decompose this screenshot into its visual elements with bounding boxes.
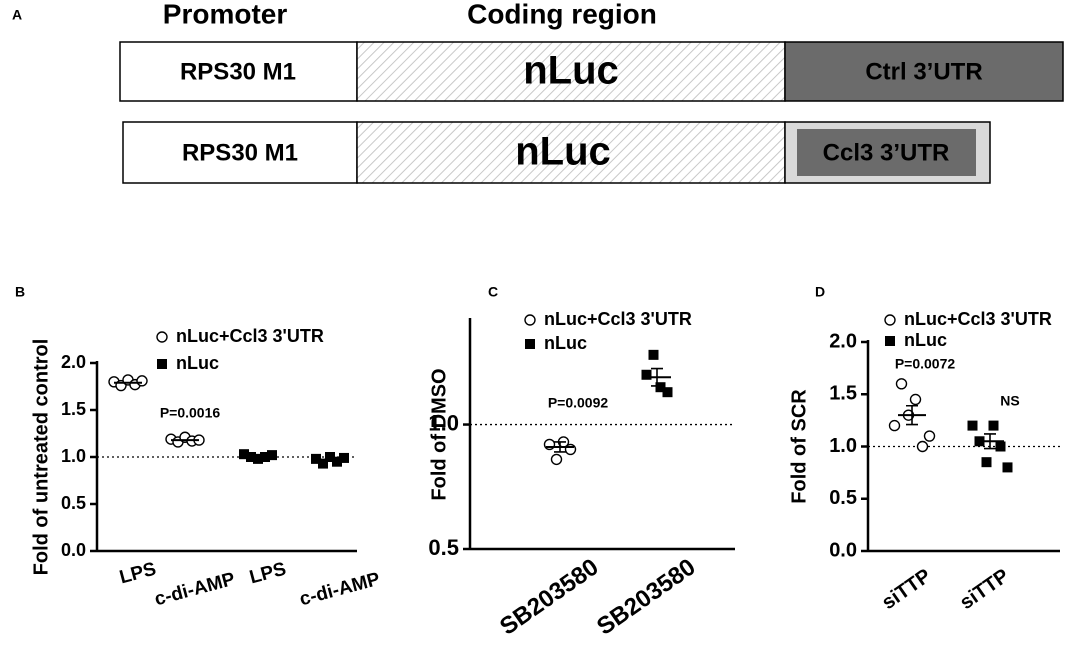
y-tick-label: 1.0: [428, 410, 459, 435]
legend-marker: [525, 339, 535, 349]
error-bar: [651, 367, 663, 387]
promoter-label: RPS30 M1: [180, 58, 296, 85]
y-tick-label: 1.5: [829, 383, 857, 405]
annotation: P=0.0092: [548, 395, 609, 411]
annotation: P=0.0016: [160, 405, 221, 421]
x-tick-label: c-di-AMP: [152, 569, 237, 611]
panel-label: C: [488, 284, 498, 300]
coding-box: [356, 121, 786, 184]
y-axis-label: Fold of untreated control: [30, 339, 52, 576]
data-point: [550, 453, 563, 466]
x-tick-label: SB203580: [592, 553, 700, 640]
data-point: [136, 375, 148, 387]
data-point: [648, 349, 659, 360]
data-point: [995, 441, 1006, 452]
utr-label: Ccl3 3’UTR: [823, 139, 950, 166]
y-tick-label: 2.0: [61, 352, 86, 372]
data-point: [909, 393, 922, 406]
y-tick-label: 1.0: [61, 446, 86, 466]
legend-marker: [885, 336, 895, 346]
annotation: NS: [1000, 393, 1019, 409]
legend-marker: [157, 359, 167, 369]
error-bar: [984, 433, 996, 450]
y-tick-label: 1.0: [829, 435, 857, 457]
legend-marker: [524, 314, 536, 326]
data-point: [339, 452, 349, 463]
legend-label: nLuc: [544, 333, 587, 353]
y-tick-label: 0.0: [61, 540, 86, 560]
error-bar: [906, 404, 918, 426]
panel-label: A: [12, 7, 22, 23]
y-tick-label: 0.5: [61, 493, 86, 513]
x-tick-label: LPS: [117, 559, 158, 589]
data-point: [253, 453, 263, 464]
data-point: [543, 438, 556, 451]
legend-label: nLuc+Ccl3 3'UTR: [904, 309, 1052, 329]
data-point: [641, 369, 652, 380]
legend-marker: [884, 314, 896, 326]
promoter-box: [122, 121, 358, 184]
legend-label: nLuc+Ccl3 3'UTR: [544, 309, 692, 329]
promoter-box: [119, 41, 358, 102]
y-tick-label: 1.5: [61, 399, 86, 419]
panel-label: D: [815, 284, 825, 300]
utr-label: Ctrl 3’UTR: [865, 58, 982, 85]
y-tick-label: 0.5: [428, 535, 459, 560]
header: Coding region: [467, 0, 657, 29]
data-point: [325, 452, 335, 462]
promoter-label: RPS30 M1: [182, 139, 298, 166]
y-tick-label: 0.0: [829, 539, 857, 561]
data-point: [923, 430, 936, 442]
coding-label: nLuc: [515, 130, 611, 174]
data-point: [564, 443, 577, 456]
x-tick-label: siTTP: [956, 565, 1013, 614]
x-tick-label: SB203580: [495, 553, 603, 640]
legend-marker: [156, 331, 168, 343]
y-tick-label: 0.5: [829, 487, 857, 509]
data-point: [655, 382, 666, 393]
y-axis-label: Fold of SCR: [788, 389, 810, 504]
chart: B Fold of untreated control 0.0 0.5 1.0 1.5 2.…: [15, 284, 383, 611]
coding-label: nLuc: [523, 49, 619, 93]
data-point: [332, 456, 342, 467]
header: Promoter: [163, 0, 288, 29]
error-bar: [554, 441, 566, 453]
annotation: P=0.0072: [895, 356, 956, 372]
legend-label: nLuc: [904, 330, 947, 350]
data-point: [239, 449, 249, 460]
x-tick-label: LPS: [247, 559, 288, 589]
y-tick-label: 2.0: [829, 330, 857, 352]
panel-label: B: [15, 284, 25, 300]
data-point: [1002, 462, 1013, 473]
data-point: [662, 387, 673, 398]
legend-label: nLuc: [176, 353, 219, 373]
chart: D Fold of SCR 0.0 0.5 1.0 1.5 2.0 siTTP siTTP nLu…: [788, 284, 1060, 614]
construct-row: RPS30 M1 nLuc Ctrl 3’UTR: [119, 41, 1064, 102]
data-point: [888, 419, 901, 432]
utr-box: [784, 41, 1064, 102]
construct-row: RPS30 M1 nLuc Ccl3 3’UTR: [122, 121, 991, 184]
legend-label: nLuc+Ccl3 3'UTR: [176, 326, 324, 346]
data-point: [988, 420, 999, 431]
utr-inner-box: [797, 129, 976, 176]
data-point: [318, 458, 328, 469]
y-axis-label: Fold of DMSO: [428, 368, 450, 500]
x-tick-label: siTTP: [878, 565, 935, 614]
coding-box: [356, 41, 786, 102]
data-point: [895, 378, 908, 390]
data-point: [916, 440, 929, 453]
data-point: [967, 420, 978, 431]
x-tick-label: c-di-AMP: [297, 569, 382, 611]
data-point: [981, 457, 992, 468]
